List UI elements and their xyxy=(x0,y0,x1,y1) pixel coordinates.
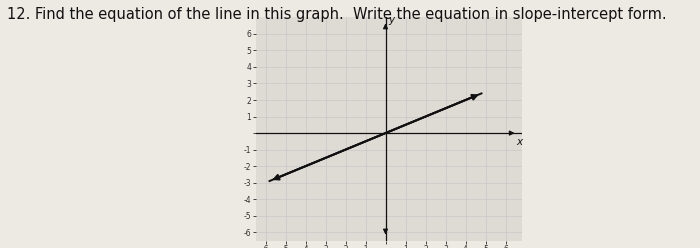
Text: 12. Find the equation of the line in this graph.  Write the equation in slope-in: 12. Find the equation of the line in thi… xyxy=(7,7,666,22)
Text: y: y xyxy=(389,15,395,25)
Text: x: x xyxy=(517,137,523,147)
